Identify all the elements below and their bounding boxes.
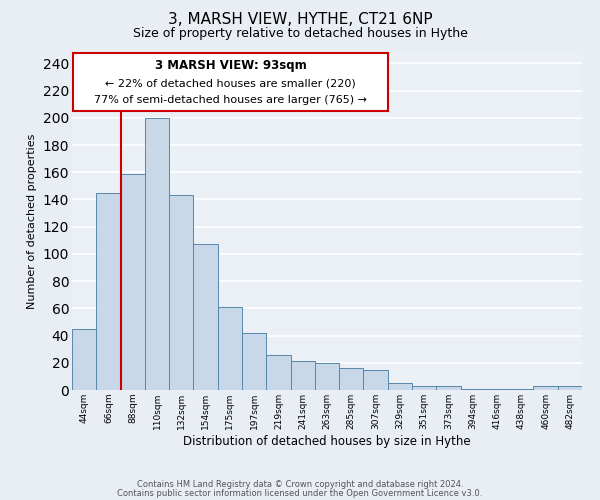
- Text: 3, MARSH VIEW, HYTHE, CT21 6NP: 3, MARSH VIEW, HYTHE, CT21 6NP: [167, 12, 433, 28]
- Bar: [145, 118, 169, 390]
- Bar: [533, 386, 558, 390]
- Bar: [388, 383, 412, 390]
- Bar: [290, 362, 315, 390]
- Bar: [72, 329, 96, 390]
- Text: 3 MARSH VIEW: 93sqm: 3 MARSH VIEW: 93sqm: [155, 60, 307, 72]
- Bar: [485, 388, 509, 390]
- Bar: [96, 192, 121, 390]
- Bar: [121, 174, 145, 390]
- FancyBboxPatch shape: [73, 52, 388, 111]
- Text: Contains HM Land Registry data © Crown copyright and database right 2024.: Contains HM Land Registry data © Crown c…: [137, 480, 463, 489]
- Bar: [169, 196, 193, 390]
- Bar: [339, 368, 364, 390]
- Bar: [558, 386, 582, 390]
- Text: Contains public sector information licensed under the Open Government Licence v3: Contains public sector information licen…: [118, 488, 482, 498]
- Bar: [218, 307, 242, 390]
- Text: ← 22% of detached houses are smaller (220): ← 22% of detached houses are smaller (22…: [105, 78, 356, 88]
- Bar: [412, 386, 436, 390]
- Y-axis label: Number of detached properties: Number of detached properties: [27, 134, 37, 309]
- Bar: [461, 388, 485, 390]
- Text: Size of property relative to detached houses in Hythe: Size of property relative to detached ho…: [133, 28, 467, 40]
- Text: 77% of semi-detached houses are larger (765) →: 77% of semi-detached houses are larger (…: [94, 94, 367, 104]
- X-axis label: Distribution of detached houses by size in Hythe: Distribution of detached houses by size …: [183, 434, 471, 448]
- Bar: [266, 354, 290, 390]
- Bar: [242, 333, 266, 390]
- Bar: [315, 363, 339, 390]
- Bar: [364, 370, 388, 390]
- Bar: [436, 386, 461, 390]
- Bar: [193, 244, 218, 390]
- Bar: [509, 388, 533, 390]
